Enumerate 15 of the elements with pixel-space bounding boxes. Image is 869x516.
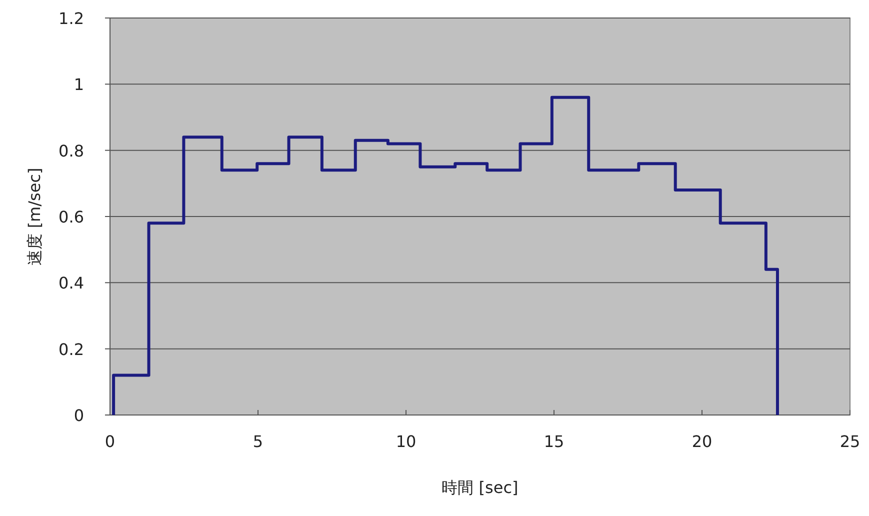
y-tick-label: 1.2 bbox=[58, 9, 84, 28]
x-tick-label: 20 bbox=[692, 432, 712, 451]
x-tick-label: 25 bbox=[840, 432, 860, 451]
x-tick-label: 15 bbox=[544, 432, 564, 451]
y-axis-title: 速度 [m/sec] bbox=[25, 168, 44, 266]
x-tick-label: 0 bbox=[104, 432, 116, 451]
y-tick-label: 0.6 bbox=[58, 208, 84, 226]
y-tick-label: 0.8 bbox=[58, 141, 84, 160]
y-tick-label: 0.4 bbox=[58, 274, 84, 293]
y-tick-label: 0 bbox=[74, 406, 84, 425]
x-axis-title: 時間 [sec] bbox=[442, 478, 518, 497]
y-tick-label: 0.2 bbox=[58, 340, 84, 359]
x-tick-label: 10 bbox=[396, 432, 416, 451]
x-tick-label: 5 bbox=[252, 432, 264, 451]
y-tick-label: 1 bbox=[74, 75, 84, 94]
